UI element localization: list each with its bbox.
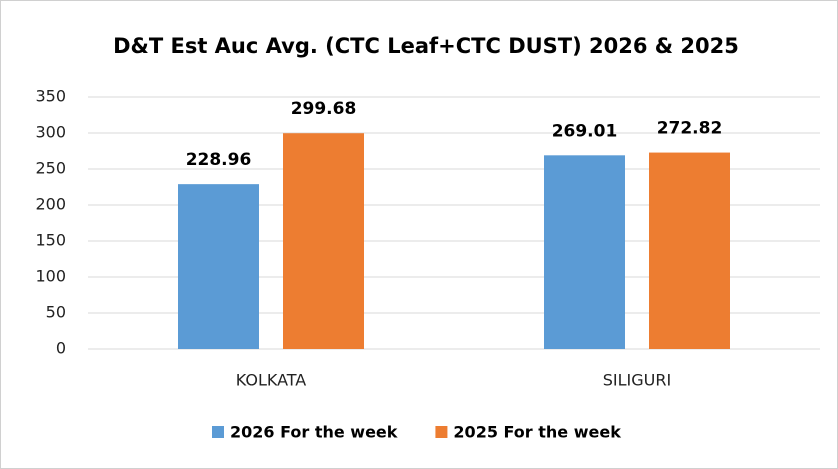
bar xyxy=(544,155,625,349)
bar xyxy=(283,133,364,349)
y-tick-label: 0 xyxy=(56,339,66,358)
bar xyxy=(649,152,730,349)
bar xyxy=(178,184,259,349)
data-label: 272.82 xyxy=(657,119,723,139)
y-tick-label: 50 xyxy=(46,303,66,322)
legend-label: 2025 For the week xyxy=(453,423,621,442)
legend-swatch xyxy=(212,426,224,438)
data-label: 269.01 xyxy=(552,121,618,141)
chart-title: D&T Est Auc Avg. (CTC Leaf+CTC DUST) 202… xyxy=(113,34,739,58)
y-tick-label: 100 xyxy=(35,267,66,286)
y-tick-label: 250 xyxy=(35,159,66,178)
x-tick-label: SILIGURI xyxy=(603,371,671,390)
x-tick-label: KOLKATA xyxy=(236,371,307,390)
y-tick-label: 350 xyxy=(35,87,66,106)
y-tick-label: 150 xyxy=(35,231,66,250)
data-label: 228.96 xyxy=(186,150,252,170)
legend-label: 2026 For the week xyxy=(230,423,398,442)
y-tick-label: 200 xyxy=(35,195,66,214)
data-label: 299.68 xyxy=(291,99,357,119)
legend-swatch xyxy=(435,426,448,438)
y-tick-label: 300 xyxy=(35,123,66,142)
